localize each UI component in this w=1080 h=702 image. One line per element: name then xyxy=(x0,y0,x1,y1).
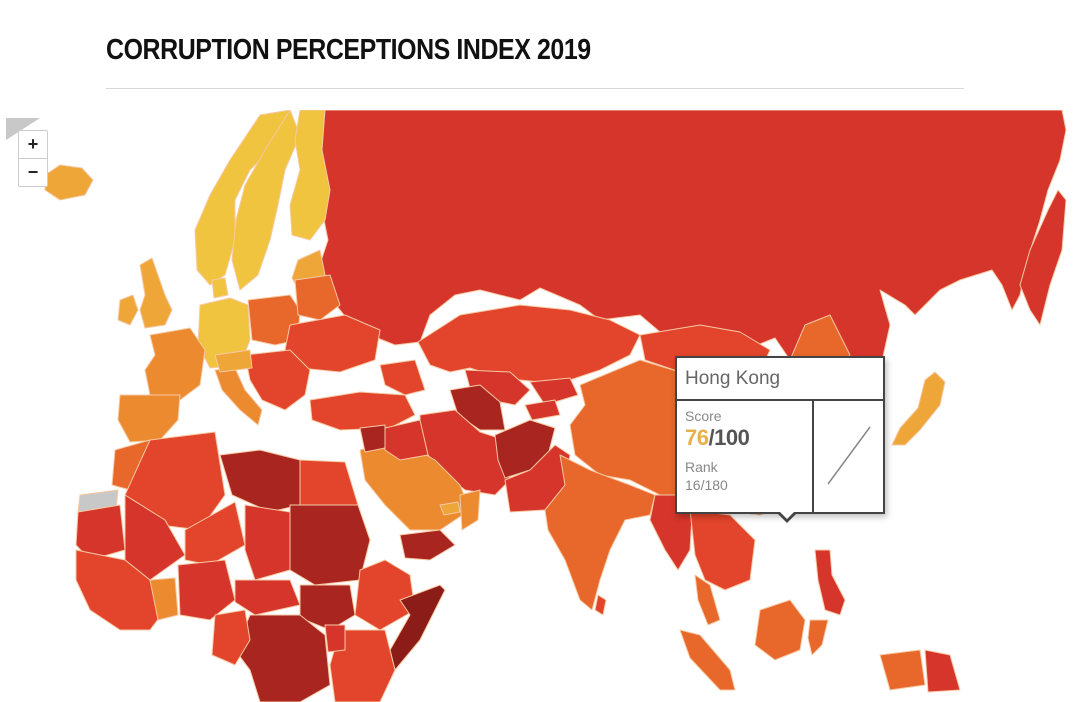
region-france[interactable] xyxy=(144,327,206,401)
rank-label: Rank xyxy=(685,459,718,475)
region-mauritania[interactable] xyxy=(75,504,126,561)
region-tajikistan[interactable] xyxy=(524,399,561,421)
region-chad[interactable] xyxy=(244,504,291,581)
region-iraq[interactable] xyxy=(384,419,429,461)
page-title: CORRUPTION PERCEPTIONS INDEX 2019 xyxy=(106,34,591,66)
region-kenya-tanzania[interactable] xyxy=(329,629,396,702)
region-india[interactable] xyxy=(544,454,656,611)
region-libya[interactable] xyxy=(219,449,301,513)
tooltip-stats: Score 76/100 Rank 16/180 xyxy=(677,401,814,512)
region-uganda[interactable] xyxy=(324,624,346,653)
region-italy[interactable] xyxy=(214,367,263,426)
region-uk[interactable] xyxy=(139,257,173,329)
region-denmark[interactable] xyxy=(211,277,229,299)
region-nigeria[interactable] xyxy=(177,559,236,621)
region-thailand-vietnam[interactable] xyxy=(689,509,756,591)
score-max: /100 xyxy=(708,425,750,450)
region-austria[interactable] xyxy=(214,349,253,373)
region-turkey[interactable] xyxy=(309,391,416,431)
region-drc[interactable] xyxy=(234,614,331,702)
region-kyrgyzstan[interactable] xyxy=(529,377,579,406)
zoom-controls: + − xyxy=(18,130,48,187)
zoom-in-button[interactable]: + xyxy=(27,134,39,154)
region-niger[interactable] xyxy=(184,501,246,566)
region-mali[interactable] xyxy=(124,494,186,581)
region-uae-qatar[interactable] xyxy=(439,501,461,516)
region-car[interactable] xyxy=(234,579,301,616)
score-label: Score xyxy=(685,408,722,424)
world-map[interactable] xyxy=(0,110,1080,702)
zoom-out-button[interactable]: − xyxy=(19,158,47,186)
region-belarus[interactable] xyxy=(294,274,341,321)
region-egypt[interactable] xyxy=(299,459,359,506)
region-yemen[interactable] xyxy=(399,529,456,561)
region-sudan[interactable] xyxy=(289,504,371,586)
region-south-sudan[interactable] xyxy=(299,584,356,631)
region-finland[interactable] xyxy=(289,110,331,241)
region-ireland[interactable] xyxy=(117,294,139,326)
region-spain[interactable] xyxy=(117,394,181,443)
region-borneo[interactable] xyxy=(754,599,806,661)
score-number: 76 xyxy=(685,425,709,450)
region-kazakhstan[interactable] xyxy=(417,304,641,383)
region-kamchatka[interactable] xyxy=(1019,189,1067,326)
region-sulawesi[interactable] xyxy=(807,619,829,656)
score-value: 76/100 xyxy=(685,425,750,451)
trend-line-icon xyxy=(816,401,881,512)
country-tooltip: Hong Kong Score 76/100 Rank 16/180 xyxy=(675,356,885,523)
region-philippines[interactable] xyxy=(814,549,846,616)
region-sweden[interactable] xyxy=(231,110,301,291)
region-caucasus[interactable] xyxy=(379,359,426,396)
region-iceland[interactable] xyxy=(44,164,94,201)
region-oman[interactable] xyxy=(459,489,481,531)
region-syria[interactable] xyxy=(359,424,386,453)
tooltip-pointer xyxy=(777,511,797,523)
region-sri-lanka[interactable] xyxy=(594,594,607,616)
region-somalia[interactable] xyxy=(389,584,446,671)
region-papua[interactable] xyxy=(879,649,926,691)
region-sumatra[interactable] xyxy=(679,629,736,691)
region-png[interactable] xyxy=(924,649,961,693)
region-balkans[interactable] xyxy=(244,349,311,411)
region-ethiopia[interactable] xyxy=(354,559,416,631)
region-cameroon-gabon[interactable] xyxy=(211,609,251,666)
region-malay-peninsula[interactable] xyxy=(694,574,721,626)
title-divider xyxy=(106,88,964,89)
region-japan[interactable] xyxy=(891,371,946,446)
region-west-africa[interactable] xyxy=(75,549,166,631)
tooltip-country-name: Hong Kong xyxy=(677,358,883,401)
rank-value: 16/180 xyxy=(685,477,728,493)
region-ghana[interactable] xyxy=(149,577,179,621)
